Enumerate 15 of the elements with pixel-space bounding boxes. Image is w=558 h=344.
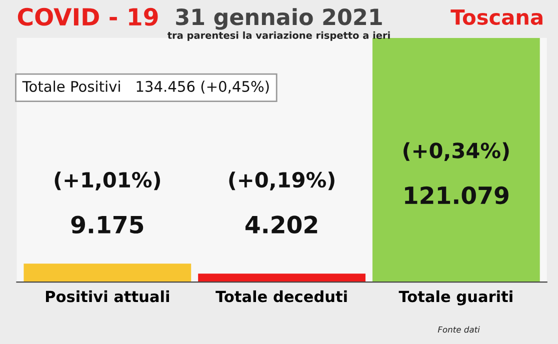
chart-title: COVID - 19 [18,8,158,26]
annotation: (+0,34%) [404,142,509,162]
data-label: 4.202 [246,216,318,234]
annotation: (+1,01%) [54,172,160,190]
x-tick-label: Totale guariti [398,290,512,306]
chart-subtitle: tra parentesi la variazione rispetto a ieri [168,31,390,41]
data-label: 9.175 [71,216,144,234]
text: Toscana [450,9,542,25]
annotation: Totale Positivi 134.456 (+0,45%) [22,80,269,94]
annotation: (+0,19%) [229,172,334,190]
text: 31 gennaio 2021 [176,8,382,30]
data-label: 121.079 [405,186,508,204]
x-tick-label: Totale deceduti [216,290,347,302]
source-note: Fonte dati [438,326,480,333]
x-tick-label: Positivi attuali [46,290,169,302]
